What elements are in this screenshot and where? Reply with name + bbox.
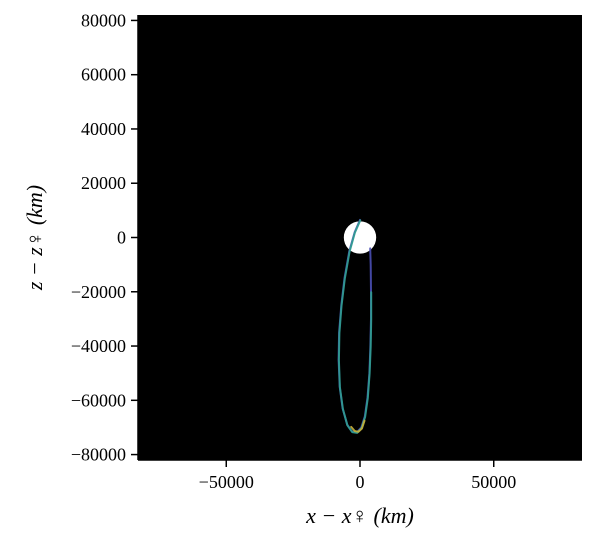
x-tick-label: 50000 <box>471 472 516 492</box>
y-tick-label: 0 <box>117 228 126 248</box>
y-tick-label: −80000 <box>71 445 126 465</box>
y-tick-label: 20000 <box>81 173 126 193</box>
y-tick-label: −40000 <box>71 336 126 356</box>
x-tick-label: 0 <box>356 472 365 492</box>
y-tick-label: 80000 <box>81 10 126 30</box>
x-tick-label: −50000 <box>199 472 254 492</box>
y-tick-label: 60000 <box>81 65 126 85</box>
planet-disc <box>343 221 377 254</box>
x-axis-label: x − x♀ (km) <box>305 503 414 528</box>
orbit-trajectory-3 <box>350 419 366 433</box>
y-tick-label: 40000 <box>81 119 126 139</box>
y-tick-label: −20000 <box>71 282 126 302</box>
y-tick-label: −60000 <box>71 390 126 410</box>
orbit-trajectory-2 <box>337 219 373 434</box>
y-axis-label: z − z♀ (km) <box>22 185 47 291</box>
